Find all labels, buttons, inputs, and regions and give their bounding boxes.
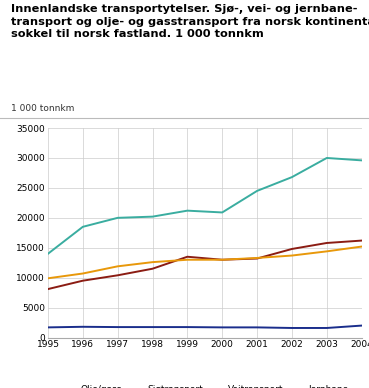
Veitransport bbox=[80, 271, 85, 276]
Olje/gass bbox=[290, 175, 294, 180]
Jernbane bbox=[115, 325, 120, 329]
Sjøtransport bbox=[115, 273, 120, 278]
Legend: Olje/gass, Sjøtransport, Veitransport, Jernbane: Olje/gass, Sjøtransport, Veitransport, J… bbox=[57, 382, 353, 388]
Line: Veitransport: Veitransport bbox=[48, 246, 362, 278]
Veitransport bbox=[290, 253, 294, 258]
Olje/gass bbox=[359, 158, 364, 163]
Olje/gass bbox=[80, 225, 85, 229]
Veitransport bbox=[325, 249, 329, 254]
Jernbane bbox=[325, 326, 329, 330]
Veitransport bbox=[150, 260, 155, 265]
Sjøtransport bbox=[46, 287, 50, 291]
Olje/gass bbox=[220, 210, 224, 215]
Sjøtransport bbox=[255, 256, 259, 261]
Sjøtransport bbox=[150, 267, 155, 271]
Line: Olje/gass: Olje/gass bbox=[48, 158, 362, 254]
Jernbane bbox=[150, 325, 155, 329]
Veitransport bbox=[115, 264, 120, 268]
Line: Jernbane: Jernbane bbox=[48, 326, 362, 328]
Veitransport bbox=[46, 276, 50, 281]
Olje/gass bbox=[325, 156, 329, 160]
Jernbane bbox=[255, 325, 259, 330]
Text: 1 000 tonnkm: 1 000 tonnkm bbox=[11, 104, 75, 113]
Veitransport bbox=[220, 257, 224, 262]
Sjøtransport bbox=[290, 247, 294, 251]
Jernbane bbox=[290, 326, 294, 330]
Jernbane bbox=[359, 323, 364, 328]
Sjøtransport bbox=[325, 241, 329, 245]
Jernbane bbox=[220, 325, 224, 330]
Veitransport bbox=[185, 257, 190, 262]
Jernbane bbox=[185, 325, 190, 329]
Sjøtransport bbox=[359, 238, 364, 243]
Sjøtransport bbox=[220, 257, 224, 262]
Olje/gass bbox=[46, 251, 50, 256]
Olje/gass bbox=[185, 208, 190, 213]
Jernbane bbox=[46, 325, 50, 330]
Sjøtransport bbox=[80, 278, 85, 283]
Olje/gass bbox=[150, 214, 155, 219]
Veitransport bbox=[255, 256, 259, 260]
Veitransport bbox=[359, 244, 364, 249]
Olje/gass bbox=[115, 215, 120, 220]
Olje/gass bbox=[255, 189, 259, 193]
Text: Innenlandske transportytelser. Sjø-, vei- og jernbane-
transport og olje- og gas: Innenlandske transportytelser. Sjø-, vei… bbox=[11, 4, 369, 40]
Sjøtransport bbox=[185, 255, 190, 259]
Line: Sjøtransport: Sjøtransport bbox=[48, 241, 362, 289]
Jernbane bbox=[80, 324, 85, 329]
